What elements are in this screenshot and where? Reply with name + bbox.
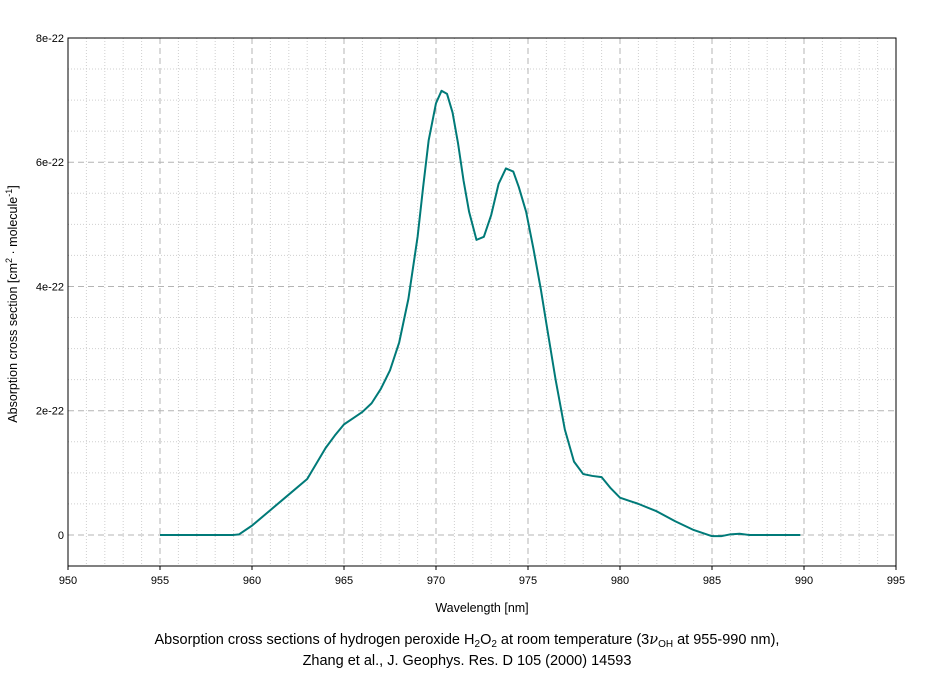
caption-text-b: O: [480, 632, 492, 648]
minor-grid: [68, 38, 896, 566]
x-tick-label: 965: [335, 575, 353, 587]
caption-nu-symbol: ν: [649, 632, 659, 648]
y-axis-title-sup1: 2: [4, 258, 14, 263]
y-axis-ticks: 0 2e-22 4e-22 6e-22 8e-22: [36, 33, 64, 542]
major-grid: [68, 38, 896, 566]
x-tick-label: 995: [887, 575, 905, 587]
y-tick-label: 8e-22: [36, 33, 64, 45]
x-tick-label: 980: [611, 575, 629, 587]
x-tick-label: 955: [151, 575, 169, 587]
caption-text-d: at 955-990 nm),: [673, 632, 780, 648]
caption-sub-1: 2: [474, 639, 481, 650]
caption-text-a: Absorption cross sections of hydrogen pe…: [154, 632, 475, 648]
y-tick-label: 0: [58, 530, 64, 542]
y-axis-title-suffix: ]: [6, 185, 20, 188]
x-tick-label: 990: [795, 575, 813, 587]
cross-section-line: [160, 89, 801, 538]
plot-frame: [67, 37, 897, 567]
x-tick-label: 970: [427, 575, 445, 587]
x-axis-title: Wavelength [nm]: [435, 601, 528, 615]
y-tick-label: 2e-22: [36, 406, 64, 418]
x-tick-label: 985: [703, 575, 721, 587]
caption-line-1: Absorption cross sections of hydrogen pe…: [0, 630, 934, 650]
caption-text-c: at room temperature (3: [496, 632, 650, 648]
y-tick-label: 4e-22: [36, 281, 64, 293]
caption-sub-3: OH: [658, 639, 674, 650]
x-tick-label: 975: [519, 575, 537, 587]
y-axis-title-prefix: Absorption cross section [cm: [6, 263, 20, 423]
x-axis-ticks: 950 955 960 965 970 975 980 985 990 995: [59, 566, 905, 587]
y-axis-title: Absorption cross section [cm2 · molecule…: [4, 185, 20, 422]
y-tick-label: 6e-22: [36, 157, 64, 169]
x-tick-label: 960: [243, 575, 261, 587]
caption-line-2: Zhang et al., J. Geophys. Res. D 105 (20…: [302, 653, 632, 669]
caption-sub-2: 2: [491, 639, 497, 650]
x-tick-label: 950: [59, 575, 77, 587]
y-axis-title-sup2: -1: [4, 189, 14, 197]
y-axis-title-middle: · molecule: [6, 197, 20, 258]
